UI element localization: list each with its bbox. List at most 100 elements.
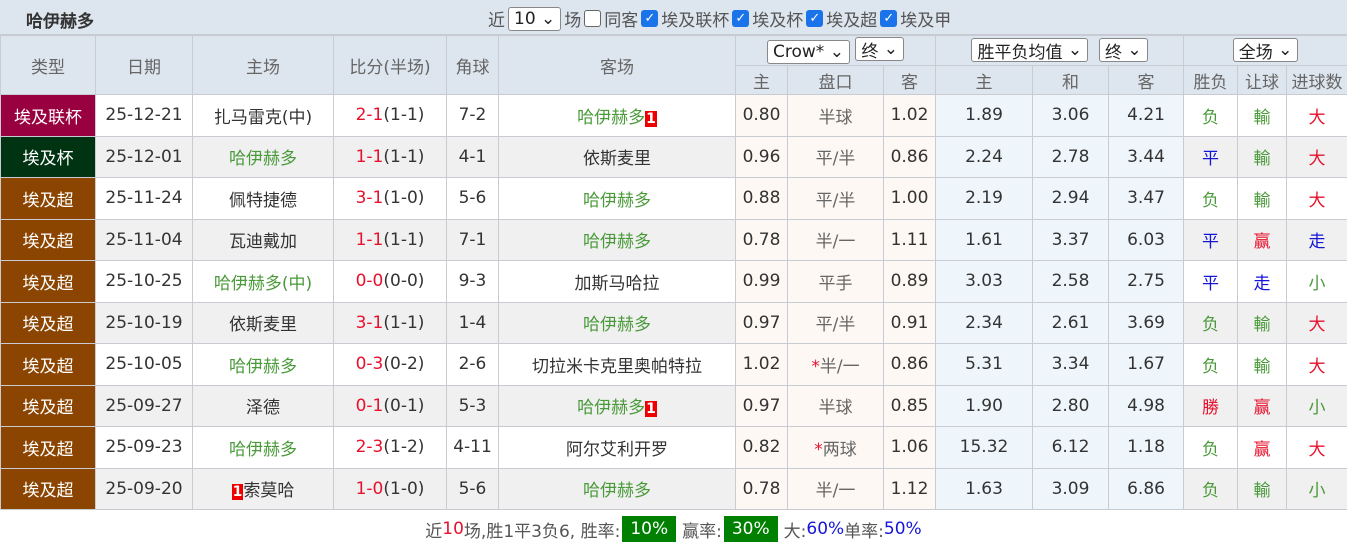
odds-away: 0.89 [884, 261, 936, 303]
unit-label: 场 [564, 6, 581, 31]
x12-away: 4.98 [1109, 385, 1184, 427]
comp-checkbox-1[interactable]: ✓ [732, 10, 749, 27]
ou-result-cell: 大 [1287, 427, 1347, 469]
match-row: 埃及超 25-09-23 哈伊赫多 2-3(1-2) 4-11 阿尔艾利开罗 0… [1, 427, 1347, 469]
competition-label: 埃及超 [23, 481, 74, 501]
comp-checkbox-0[interactable]: ✓ [641, 10, 658, 27]
score-cell[interactable]: 3-1(1-0) [334, 178, 447, 220]
ou-result-cell: 小 [1287, 261, 1347, 303]
match-row: 埃及超 25-09-20 1索莫哈 1-0(1-0) 5-6 哈伊赫多 0.78… [1, 468, 1347, 510]
score-cell[interactable]: 2-1(1-1) [334, 95, 447, 137]
home-team-cell[interactable]: 哈伊赫多 [193, 136, 334, 178]
x12-draw: 2.80 [1033, 385, 1109, 427]
red-card-badge: 1 [232, 484, 244, 500]
competition-label: 埃及联杯 [14, 108, 82, 128]
result-header: 全场 ⌄ [1184, 36, 1347, 66]
company-value: Crow* [773, 42, 824, 62]
company-select[interactable]: Crow* ⌄ [767, 40, 850, 64]
competition-label: 埃及超 [23, 315, 74, 335]
half-score: (1-2) [383, 437, 424, 457]
result-cell: 负 [1184, 468, 1238, 510]
comp-label: 埃及联杯 [661, 6, 729, 31]
half-score: (1-0) [383, 188, 424, 208]
col-odds-away: 客 [884, 66, 936, 95]
handicap-cell: 半球 [788, 95, 884, 137]
odds-away: 1.12 [884, 468, 936, 510]
comp-checkbox-3[interactable]: ✓ [880, 10, 897, 27]
full-score: 0-0 [356, 271, 384, 291]
competition-cell[interactable]: 埃及超 [1, 344, 96, 386]
away-team-cell[interactable]: 哈伊赫多1 [499, 385, 736, 427]
score-cell[interactable]: 1-1(1-1) [334, 219, 447, 261]
home-team-cell[interactable]: 泽德 [193, 385, 334, 427]
x12-away: 6.03 [1109, 219, 1184, 261]
match-row: 埃及超 25-10-25 哈伊赫多(中) 0-0(0-0) 9-3 加斯马哈拉 … [1, 261, 1347, 303]
competition-label: 埃及超 [23, 440, 74, 460]
ou-result-cell: 大 [1287, 136, 1347, 178]
competition-cell[interactable]: 埃及超 [1, 302, 96, 344]
x12-select[interactable]: 胜平负均值 ⌄ [971, 38, 1088, 62]
odds-time-value: 终 [861, 37, 878, 62]
full-score: 1-0 [356, 479, 384, 499]
home-team-cell[interactable]: 哈伊赫多 [193, 427, 334, 469]
x12-draw: 2.78 [1033, 136, 1109, 178]
competition-cell[interactable]: 埃及杯 [1, 136, 96, 178]
score-cell[interactable]: 0-1(0-1) [334, 385, 447, 427]
away-team-cell[interactable]: 阿尔艾利开罗 [499, 427, 736, 469]
away-team-cell[interactable]: 依斯麦里 [499, 136, 736, 178]
home-team-cell[interactable]: 哈伊赫多 [193, 344, 334, 386]
corner-cell: 7-1 [447, 219, 499, 261]
full-score: 2-3 [356, 437, 384, 457]
away-team-cell[interactable]: 切拉米卡克里奥帕特拉 [499, 344, 736, 386]
score-cell[interactable]: 1-1(1-1) [334, 136, 447, 178]
match-row: 埃及杯 25-12-01 哈伊赫多 1-1(1-1) 4-1 依斯麦里 0.96… [1, 136, 1347, 178]
competition-label: 埃及超 [23, 398, 74, 418]
competition-label: 埃及超 [23, 191, 74, 211]
half-score: (1-0) [383, 479, 424, 499]
away-team-cell[interactable]: 哈伊赫多1 [499, 95, 736, 137]
away-team-cell[interactable]: 哈伊赫多 [499, 219, 736, 261]
chevron-down-icon: ⌄ [541, 9, 555, 29]
score-cell[interactable]: 0-0(0-0) [334, 261, 447, 303]
home-team-cell[interactable]: 佩特捷德 [193, 178, 334, 220]
away-team: 依斯麦里 [583, 149, 651, 169]
comp-checkbox-2[interactable]: ✓ [806, 10, 823, 27]
home-team-cell[interactable]: 哈伊赫多(中) [193, 261, 334, 303]
x12-time-select[interactable]: 终 ⌄ [1099, 38, 1148, 62]
score-cell[interactable]: 1-0(1-0) [334, 468, 447, 510]
away-team: 哈伊赫多 [583, 232, 651, 252]
competition-cell[interactable]: 埃及超 [1, 468, 96, 510]
score-cell[interactable]: 3-1(1-1) [334, 302, 447, 344]
away-team-cell[interactable]: 哈伊赫多 [499, 178, 736, 220]
same-venue-checkbox[interactable] [584, 10, 601, 27]
competition-cell[interactable]: 埃及超 [1, 219, 96, 261]
home-team: 哈伊赫多(中) [214, 274, 312, 294]
odds-time-select[interactable]: 终 ⌄ [855, 37, 904, 61]
away-team-cell[interactable]: 哈伊赫多 [499, 302, 736, 344]
home-team-cell[interactable]: 瓦迪戴加 [193, 219, 334, 261]
home-team-cell[interactable]: 扎马雷克(中) [193, 95, 334, 137]
competition-cell[interactable]: 埃及超 [1, 385, 96, 427]
ah-result-cell: 輸 [1238, 136, 1287, 178]
odds-home: 0.96 [736, 136, 788, 178]
match-row: 埃及超 25-09-27 泽德 0-1(0-1) 5-3 哈伊赫多1 0.97 … [1, 385, 1347, 427]
match-count-select[interactable]: 10 ⌄ [508, 7, 561, 31]
competition-cell[interactable]: 埃及超 [1, 261, 96, 303]
away-team-cell[interactable]: 加斯马哈拉 [499, 261, 736, 303]
period-select[interactable]: 全场 ⌄ [1233, 38, 1299, 62]
score-cell[interactable]: 0-3(0-2) [334, 344, 447, 386]
handicap-cell: *两球 [788, 427, 884, 469]
score-cell[interactable]: 2-3(1-2) [334, 427, 447, 469]
date-cell: 25-12-21 [96, 95, 193, 137]
competition-cell[interactable]: 埃及超 [1, 178, 96, 220]
competition-cell[interactable]: 埃及联杯 [1, 95, 96, 137]
col-type: 类型 [1, 36, 96, 95]
home-team-cell[interactable]: 1索莫哈 [193, 468, 334, 510]
home-team-cell[interactable]: 依斯麦里 [193, 302, 334, 344]
x12-away: 4.21 [1109, 95, 1184, 137]
away-team-cell[interactable]: 哈伊赫多 [499, 468, 736, 510]
competition-cell[interactable]: 埃及超 [1, 427, 96, 469]
corner-cell: 5-6 [447, 178, 499, 220]
col-ah-result: 让球 [1238, 66, 1287, 95]
x12-draw: 3.09 [1033, 468, 1109, 510]
